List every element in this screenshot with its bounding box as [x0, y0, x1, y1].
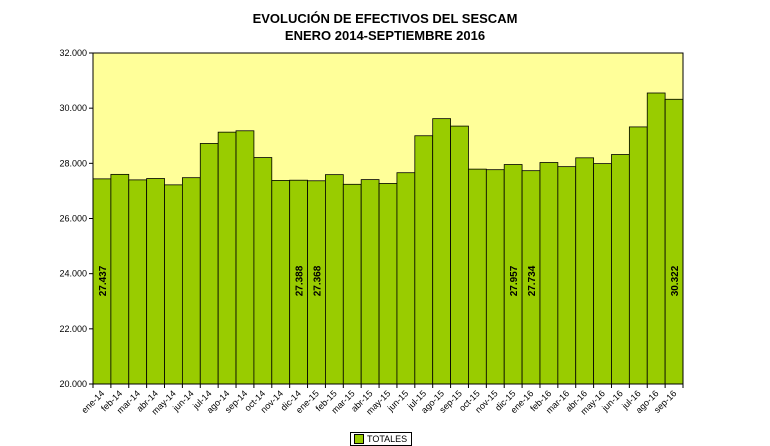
data-label: 30.322 [670, 265, 681, 296]
legend-label: TOTALES [367, 434, 408, 444]
data-label: 27.388 [295, 265, 306, 296]
bar [199, 143, 219, 385]
y-tick-label: 28.000 [59, 158, 87, 168]
legend-swatch [354, 434, 364, 444]
bar [539, 162, 559, 385]
bar [593, 163, 612, 385]
bar [325, 174, 344, 385]
x-tick-label: ene-14 [79, 388, 106, 415]
bar [253, 157, 273, 385]
bar [360, 179, 380, 385]
bar [414, 135, 434, 385]
bar [235, 130, 255, 385]
data-label: 27.734 [527, 265, 538, 296]
bar [146, 178, 165, 385]
bar [646, 92, 666, 385]
bar [432, 118, 451, 385]
bar [485, 169, 505, 385]
y-tick-label: 22.000 [59, 324, 87, 334]
bar [342, 183, 362, 385]
chart-title-line1: EVOLUCIÓN DE EFECTIVOS DEL SESCAM [252, 11, 518, 26]
chart-title: EVOLUCIÓN DE EFECTIVOS DEL SESCAM ENERO … [0, 10, 770, 44]
bar [557, 166, 577, 385]
y-tick-label: 32.000 [59, 48, 87, 58]
legend: TOTALES [350, 432, 413, 446]
bar [164, 184, 183, 385]
bar [110, 173, 130, 385]
y-tick-label: 26.000 [59, 214, 87, 224]
bar [217, 131, 237, 385]
bar [378, 183, 398, 385]
bar [396, 172, 416, 385]
bar [664, 98, 684, 385]
bar [628, 126, 648, 385]
bar [181, 177, 201, 385]
bar [468, 168, 487, 385]
chart-title-line2: ENERO 2014-SEPTIEMBRE 2016 [284, 28, 486, 43]
bar [128, 179, 148, 385]
bar [450, 125, 469, 385]
bar [611, 154, 630, 385]
data-label: 27.368 [312, 265, 323, 296]
data-label: 27.957 [509, 265, 520, 296]
bar [575, 157, 595, 385]
data-label: 27.437 [98, 265, 109, 296]
bar [271, 180, 291, 385]
y-tick-label: 20.000 [59, 379, 87, 389]
y-tick-label: 24.000 [59, 269, 87, 279]
y-tick-label: 30.000 [59, 103, 87, 113]
